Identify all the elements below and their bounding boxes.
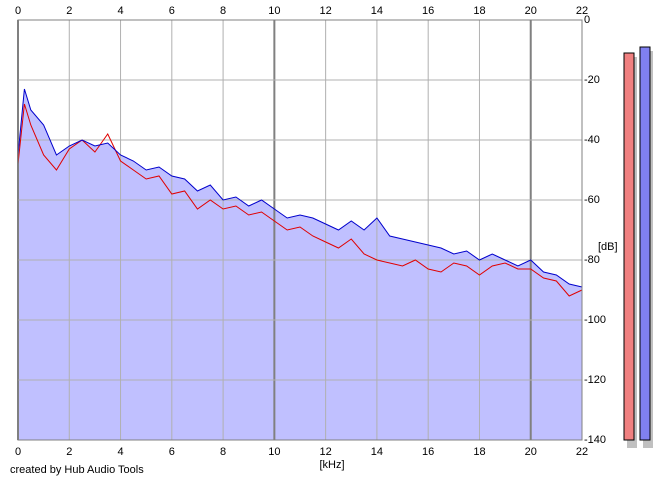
x-tick-label: 4 [117,5,123,17]
x-tick-label: 12 [320,446,332,458]
plot-border [17,19,583,441]
x-tick-label: 20 [525,5,537,17]
y-tick-label: -120 [584,374,606,386]
x-tick-label: 16 [422,5,434,17]
y-tick-label: -80 [584,254,600,266]
spectrum-line [17,88,583,288]
x-tick-label: 0 [15,446,21,458]
y-tick-label: -60 [584,194,600,206]
x-tick-label: 6 [169,5,175,17]
x-tick-label: 8 [220,5,226,17]
y-tick-label: -20 [584,74,600,86]
spectrum-line [17,103,583,297]
x-tick-label: 8 [220,446,226,458]
x-tick-label: 0 [15,5,21,17]
credit: created by Hub Audio Tools [10,464,144,476]
y-tick-label: -40 [584,134,600,146]
x-tick-label: 22 [576,5,588,17]
x-tick-label: 16 [422,446,434,458]
x-tick-label: 6 [169,446,175,458]
x-tick-label: 14 [371,446,383,458]
x-tick-label: 14 [371,5,383,17]
x-tick-label: 2 [66,446,72,458]
level-meter [623,52,635,441]
y-tick-label: -100 [584,314,606,326]
x-tick-label: 10 [268,5,280,17]
x-tick-label: 4 [117,446,123,458]
x-tick-label: 18 [473,5,485,17]
x-tick-label: 18 [473,446,485,458]
x-tick-label: 22 [576,446,588,458]
x-tick-label: 12 [320,5,332,17]
x-axis-label: [kHz] [319,459,344,471]
y-axis-label: [dB] [598,241,618,253]
level-meter [639,46,651,441]
y-tick-label: 0 [584,14,590,26]
x-tick-label: 20 [525,446,537,458]
x-tick-label: 10 [268,446,280,458]
y-tick-label: -140 [584,434,606,446]
x-tick-label: 2 [66,5,72,17]
